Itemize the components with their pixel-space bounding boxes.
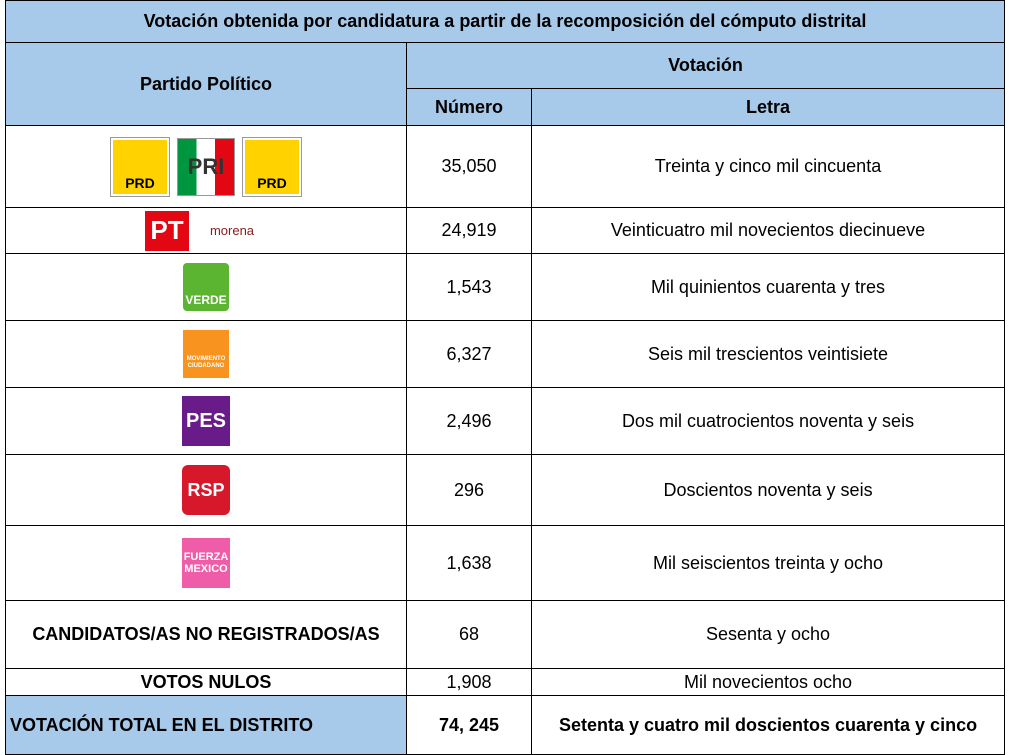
title-row: Votación obtenida por candidatura a part… (4, 0, 1006, 43)
numero-cell: 2,496 (406, 387, 532, 455)
party-cell: PRD PRI PRD (5, 125, 407, 208)
header-row: Partido Político Votación (5, 42, 1006, 126)
numero-cell: 1,543 (406, 253, 532, 321)
party-logo: PES (182, 396, 230, 446)
data-row: RSP 296 Doscientos noventa y seis (5, 454, 1006, 526)
party-logo: PRI (177, 137, 235, 196)
party-logo: RSP (182, 465, 230, 515)
numero-cell: 1,908 (406, 668, 532, 696)
party-logos: RSP (10, 465, 402, 515)
party-cell: PT morena (5, 207, 407, 254)
header-partido: Partido Político (5, 42, 407, 126)
letra-cell: Mil novecientos ocho (530, 668, 1006, 696)
numero-cell: 35,050 (406, 125, 532, 208)
numero-cell: 296 (406, 454, 532, 526)
party-logos: VERDE (10, 263, 402, 311)
data-row: MOVIMIENTO CIUDADANO 6,327 Seis mil tresci… (5, 320, 1006, 388)
party-cell: FUERZA MEXICO (5, 525, 407, 601)
header-votacion: Votación (405, 42, 1006, 89)
data-row: VERDE 1,543 Mil quinientos cuarenta y tres (5, 253, 1006, 321)
party-cell: MOVIMIENTO CIUDADANO (5, 320, 407, 388)
numero-cell: 24,919 (406, 207, 532, 254)
table-title: Votación obtenida por candidatura a part… (4, 0, 1006, 43)
letra-cell: Mil seiscientos treinta y ocho (530, 525, 1006, 601)
party-logo: PRD (242, 136, 302, 197)
party-logo: morena (209, 223, 255, 238)
numero-cell: 68 (406, 600, 532, 669)
party-cell: CANDIDATOS/AS NO REGISTRADOS/AS (5, 600, 407, 669)
total-row: VOTACIÓN TOTAL EN EL DISTRITO 74, 245 Sete… (5, 695, 1006, 755)
party-logos: MOVIMIENTO CIUDADANO (10, 330, 402, 378)
data-row: CANDIDATOS/AS NO REGISTRADOS/AS 68 Sesenta… (5, 600, 1006, 669)
letra-cell: Doscientos noventa y seis (530, 454, 1006, 526)
total-numero: 74, 245 (406, 695, 532, 755)
header-numero: Número (406, 88, 532, 126)
letra-cell: Veinticuatro mil novecientos diecinueve (530, 207, 1006, 254)
table-body: Votación obtenida por candidatura a part… (4, 0, 1006, 755)
numero-cell: 1,638 (406, 525, 532, 601)
party-cell: PES (5, 387, 407, 455)
party-cell: VOTOS NULOS (5, 668, 407, 696)
party-logos: FUERZA MEXICO (10, 538, 402, 588)
party-logos: PRD PRI PRD (10, 136, 402, 197)
letra-cell: Mil quinientos cuarenta y tres (530, 253, 1006, 321)
total-label: VOTACIÓN TOTAL EN EL DISTRITO (5, 695, 407, 755)
party-logos: PT morena (10, 210, 402, 251)
party-logo: VERDE (183, 263, 229, 311)
data-row: FUERZA MEXICO 1,638 Mil seiscientos treint… (5, 525, 1006, 601)
party-logo: PRD (110, 136, 170, 197)
results-table: Votación obtenida por candidatura a part… (4, 0, 1006, 755)
party-cell: VERDE (5, 253, 407, 321)
data-row: PT morena 24,919 Veinticuatro mil novecient… (5, 207, 1006, 254)
party-logo: FUERZA MEXICO (182, 538, 230, 588)
party-logo: PT (145, 210, 189, 251)
data-row: PES 2,496 Dos mil cuatrocientos noventa y … (5, 387, 1006, 455)
numero-cell: 6,327 (406, 320, 532, 388)
party-logo: MOVIMIENTO CIUDADANO (183, 330, 229, 378)
total-letra: Setenta y cuatro mil doscientos cuarenta… (530, 695, 1006, 755)
party-cell: RSP (5, 454, 407, 526)
data-row: VOTOS NULOS 1,908 Mil novecientos ocho (5, 668, 1006, 696)
data-row: PRD PRI PRD 35,050 Treinta y cinco mil cincu… (5, 125, 1006, 208)
subheader-row: Número Letra (6, 88, 1006, 126)
letra-cell: Treinta y cinco mil cincuenta (530, 125, 1006, 208)
party-logos: PES (10, 396, 402, 446)
header-letra: Letra (530, 88, 1006, 126)
letra-cell: Dos mil cuatrocientos noventa y seis (530, 387, 1006, 455)
letra-cell: Seis mil trescientos veintisiete (530, 320, 1006, 388)
letra-cell: Sesenta y ocho (530, 600, 1006, 669)
